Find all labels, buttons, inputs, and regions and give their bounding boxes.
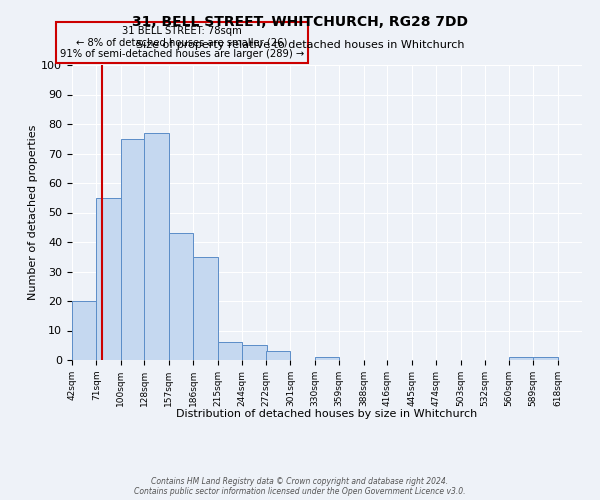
Text: 31 BELL STREET: 78sqm
← 8% of detached houses are smaller (26)
91% of semi-detac: 31 BELL STREET: 78sqm ← 8% of detached h… bbox=[59, 26, 304, 59]
X-axis label: Distribution of detached houses by size in Whitchurch: Distribution of detached houses by size … bbox=[176, 409, 478, 419]
Bar bbox=[509, 357, 533, 360]
Bar bbox=[72, 301, 97, 360]
Bar bbox=[266, 351, 290, 360]
Bar bbox=[121, 138, 145, 360]
Text: Size of property relative to detached houses in Whitchurch: Size of property relative to detached ho… bbox=[136, 40, 464, 50]
Bar bbox=[169, 233, 193, 360]
Bar bbox=[533, 357, 557, 360]
Bar bbox=[193, 257, 218, 360]
Text: Contains HM Land Registry data © Crown copyright and database right 2024.
Contai: Contains HM Land Registry data © Crown c… bbox=[134, 476, 466, 496]
Bar bbox=[242, 345, 267, 360]
Bar bbox=[97, 198, 121, 360]
Bar bbox=[218, 342, 242, 360]
Bar bbox=[315, 357, 339, 360]
Text: 31, BELL STREET, WHITCHURCH, RG28 7DD: 31, BELL STREET, WHITCHURCH, RG28 7DD bbox=[132, 15, 468, 29]
Y-axis label: Number of detached properties: Number of detached properties bbox=[28, 125, 38, 300]
Bar bbox=[145, 133, 169, 360]
